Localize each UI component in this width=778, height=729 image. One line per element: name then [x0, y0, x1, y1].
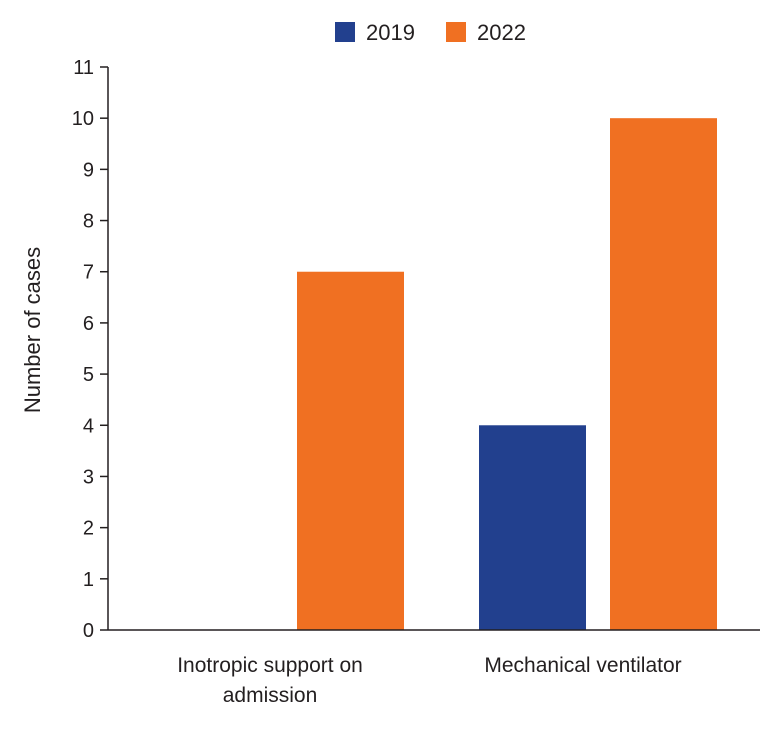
- y-tick-label: 5: [83, 364, 94, 386]
- y-tick-label: 4: [83, 415, 94, 437]
- y-axis: 0 1 2 3 4 5 6 7 8 9 10 11: [72, 57, 109, 642]
- bar-2022-category-1: [297, 271, 404, 630]
- legend-label-2022: 2022: [477, 20, 526, 45]
- x-tick-label-line: Mechanical ventilator: [484, 654, 681, 677]
- bars: [297, 118, 717, 630]
- x-tick-label: Mechanical ventilator: [484, 654, 681, 677]
- bar-2019-category-2: [479, 425, 586, 630]
- y-tick-label: 7: [83, 262, 94, 284]
- y-tick-label: 9: [83, 159, 94, 181]
- legend: 2019 2022: [335, 20, 526, 45]
- legend-swatch-2022: [446, 22, 466, 42]
- y-tick-label: 10: [72, 108, 94, 130]
- x-tick-label-line: admission: [223, 684, 318, 707]
- y-tick-label: 2: [83, 518, 94, 540]
- y-tick-label: 11: [73, 57, 94, 79]
- legend-label-2019: 2019: [366, 20, 415, 45]
- x-axis: Inotropic support on admission Mechanical …: [108, 629, 760, 707]
- y-tick-label: 3: [83, 466, 94, 488]
- legend-swatch-2019: [335, 22, 355, 42]
- y-tick-label: 6: [83, 313, 94, 335]
- x-tick-label-line: Inotropic support on: [177, 654, 363, 677]
- y-tick-label: 1: [83, 569, 94, 591]
- y-tick-label: 8: [83, 211, 94, 233]
- y-axis-label: Number of cases: [20, 247, 45, 413]
- y-tick-label: 0: [83, 620, 94, 642]
- x-tick-label: Inotropic support on admission: [177, 654, 363, 707]
- bar-2022-category-2: [610, 118, 717, 630]
